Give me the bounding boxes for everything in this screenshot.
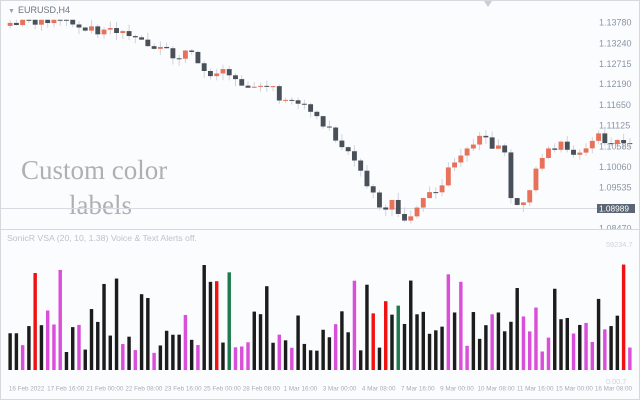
- svg-text:1.08989: 1.08989: [599, 203, 629, 213]
- svg-text:7 Mar 16:00: 7 Mar 16:00: [401, 386, 435, 393]
- svg-text:1.10060: 1.10060: [599, 162, 632, 172]
- svg-text:1.12715: 1.12715: [599, 59, 632, 69]
- svg-text:1.13780: 1.13780: [599, 18, 632, 28]
- svg-text:1.13240: 1.13240: [599, 38, 632, 48]
- svg-text:16 Mar 08:00: 16 Mar 08:00: [595, 386, 633, 393]
- svg-text:22 Feb 08:00: 22 Feb 08:00: [125, 386, 163, 393]
- svg-text:15 Mar 00:00: 15 Mar 00:00: [556, 386, 594, 393]
- svg-text:1.11650: 1.11650: [599, 100, 631, 110]
- svg-text:16 Feb 2022: 16 Feb 2022: [9, 386, 45, 393]
- svg-text:1.10585: 1.10585: [599, 142, 632, 152]
- svg-text:1.12190: 1.12190: [599, 79, 632, 89]
- svg-text:3 Mar 00:00: 3 Mar 00:00: [323, 386, 357, 393]
- svg-text:17 Feb 16:00: 17 Feb 16:00: [47, 386, 85, 393]
- svg-text:0.00.7: 0.00.7: [606, 377, 626, 386]
- svg-text:1.11125: 1.11125: [599, 121, 630, 131]
- svg-text:1.09535: 1.09535: [599, 182, 632, 192]
- svg-text:25 Feb 00:00: 25 Feb 00:00: [204, 386, 242, 393]
- svg-text:1 Mar 16:00: 1 Mar 16:00: [284, 386, 318, 393]
- svg-text:23 Feb 16:00: 23 Feb 16:00: [165, 386, 203, 393]
- svg-text:9 Mar 00:00: 9 Mar 00:00: [440, 386, 474, 393]
- svg-text:59234.7: 59234.7: [606, 240, 632, 249]
- svg-text:10 Mar 08:00: 10 Mar 08:00: [478, 386, 516, 393]
- svg-text:28 Feb 08:00: 28 Feb 08:00: [243, 386, 281, 393]
- svg-text:11 Mar 16:00: 11 Mar 16:00: [517, 386, 554, 393]
- svg-text:21 Feb 00:00: 21 Feb 00:00: [86, 386, 124, 393]
- svg-text:4 Mar 08:00: 4 Mar 08:00: [362, 386, 396, 393]
